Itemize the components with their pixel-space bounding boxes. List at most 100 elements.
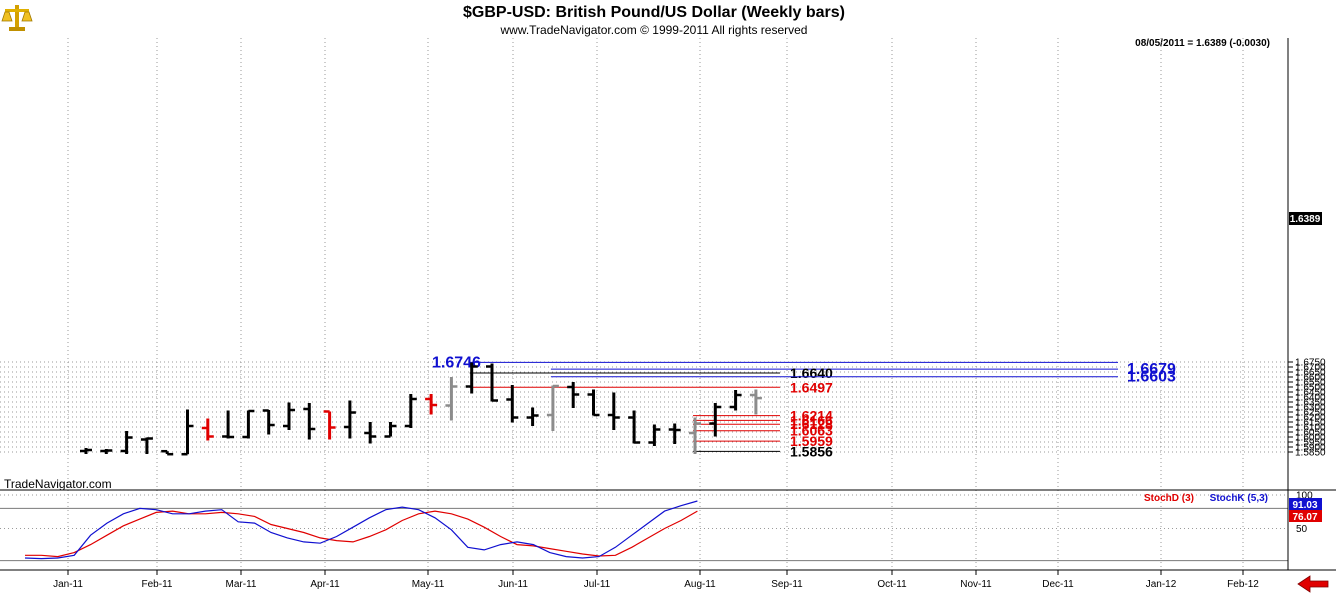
ohlc-bar xyxy=(100,449,113,454)
ohlc-bar xyxy=(222,410,235,439)
price-level-label: 1.6746 xyxy=(432,354,481,371)
ohlc-bar xyxy=(80,448,92,454)
gold-balance-scale-icon xyxy=(1,5,33,31)
ohlc-bar xyxy=(425,394,438,415)
red-left-arrow-icon[interactable] xyxy=(1297,575,1329,593)
price-axis: 1.58501.59001.59501.60001.60501.61001.61… xyxy=(1288,358,1326,459)
ohlc-bar xyxy=(404,394,417,428)
price-level-label: 1.6214 xyxy=(790,408,833,424)
stoch-tick-label: 50 xyxy=(1296,524,1308,535)
ohlc-bar xyxy=(749,389,762,415)
y-tick-label: 1.6200 xyxy=(1295,413,1326,424)
y-tick-label: 1.5850 xyxy=(1295,448,1326,459)
ohlc-bar xyxy=(323,410,336,440)
stochk-line xyxy=(24,500,698,560)
price-level-label: 1.6679 xyxy=(1127,361,1176,378)
price-level-label: 1.6128 xyxy=(790,416,833,432)
stochastic-axis: 100 50 xyxy=(1296,491,1313,536)
price-level-label: 1.6166 xyxy=(790,412,833,428)
stochk-value-tag xyxy=(1289,498,1322,510)
price-level-label: 1.6497 xyxy=(790,379,833,395)
x-tick-label: Dec-11 xyxy=(1042,579,1074,590)
price-bars xyxy=(80,362,762,456)
y-tick-label: 1.6700 xyxy=(1295,363,1326,374)
ohlc-bar xyxy=(668,423,681,444)
ohlc-bar xyxy=(689,417,701,454)
ohlc-bar xyxy=(283,402,295,430)
legend-stochd: StochD (3) xyxy=(1144,493,1194,504)
ohlc-bar xyxy=(140,437,153,454)
ohlc-bar xyxy=(648,424,661,446)
y-tick-label: 1.6500 xyxy=(1295,383,1326,394)
copyright-text: www.TradeNavigator.com © 1999-2011 All r… xyxy=(500,23,808,37)
legend-stochk: StochK (5,3) xyxy=(1210,493,1268,504)
watermark-text: TradeNavigator.com xyxy=(4,477,112,491)
ohlc-bar xyxy=(242,409,255,439)
price-level-label: 1.6063 xyxy=(790,423,833,439)
ohlc-bar xyxy=(709,403,722,437)
ohlc-bar xyxy=(506,385,519,423)
y-tick-label: 1.6300 xyxy=(1295,403,1326,414)
x-tick-label: Oct-11 xyxy=(877,579,907,590)
stochk-value: 91.03 xyxy=(1292,500,1317,511)
ohlc-bar xyxy=(526,407,539,426)
ohlc-bar xyxy=(262,409,275,435)
x-tick-label: Jan-12 xyxy=(1146,579,1177,590)
y-tick-label: 1.5900 xyxy=(1295,443,1326,454)
x-tick-label: Jan-11 xyxy=(53,579,83,590)
x-tick-label: Sep-11 xyxy=(771,579,803,590)
ohlc-bar xyxy=(161,449,174,456)
ohlc-bar xyxy=(729,390,742,411)
x-tick-label: May-11 xyxy=(412,579,445,590)
ohlc-bar xyxy=(546,384,559,431)
stochastic-grid xyxy=(0,490,1288,570)
y-tick-label: 1.6600 xyxy=(1295,373,1326,384)
ohlc-bar xyxy=(364,422,377,444)
y-tick-label: 1.5950 xyxy=(1295,438,1326,449)
ohlc-bar xyxy=(486,363,498,402)
ohlc-bar xyxy=(181,409,194,456)
x-tick-label: Jun-11 xyxy=(498,579,528,590)
stochastic-lines xyxy=(24,500,698,560)
y-tick-label: 1.6050 xyxy=(1295,428,1326,439)
ohlc-bar xyxy=(343,400,356,439)
price-level-label: 1.5856 xyxy=(790,443,833,459)
y-tick-label: 1.6750 xyxy=(1295,358,1326,369)
x-tick-label: Feb-12 xyxy=(1227,579,1259,590)
x-tick-label: Aug-11 xyxy=(684,579,716,590)
price-grid xyxy=(0,38,1288,490)
ohlc-bar xyxy=(587,389,600,417)
stoch-tick-label: 100 xyxy=(1296,491,1313,502)
x-tick-label: Mar-11 xyxy=(226,579,257,590)
x-tick-label: Apr-11 xyxy=(310,579,340,590)
ohlc-bar xyxy=(567,382,580,408)
y-tick-label: 1.6450 xyxy=(1295,388,1326,399)
last-price-label: 1.6389 xyxy=(1290,214,1321,225)
x-tick-label: Jul-11 xyxy=(584,579,611,590)
ohlc-bar xyxy=(628,410,641,444)
y-tick-label: 1.6650 xyxy=(1295,368,1326,379)
time-axis: Jan-11 Feb-11 Mar-11 Apr-11 May-11 Jun-11 Jul-… xyxy=(53,570,1259,590)
price-level-label: 1.5959 xyxy=(790,433,833,449)
x-tick-label: Feb-11 xyxy=(142,579,173,590)
x-tick-label: Nov-11 xyxy=(960,579,992,590)
y-tick-label: 1.6100 xyxy=(1295,423,1326,434)
ohlc-bar xyxy=(303,403,316,440)
ohlc-bar xyxy=(384,422,397,438)
ohlc-bar xyxy=(120,431,133,454)
ohlc-bar xyxy=(607,392,620,430)
chart-title: $GBP-USD: British Pound/US Dollar (Weekl… xyxy=(463,4,845,21)
last-price-tag xyxy=(1289,212,1322,225)
stochd-line xyxy=(25,510,698,558)
stochd-value: 76.07 xyxy=(1292,512,1317,523)
ohlc-bar xyxy=(465,362,478,394)
y-tick-label: 1.6400 xyxy=(1295,393,1326,404)
y-tick-label: 1.6350 xyxy=(1295,398,1326,409)
stochd-value-tag xyxy=(1289,510,1322,522)
y-tick-label: 1.6550 xyxy=(1295,378,1326,389)
ohlc-bar xyxy=(445,377,458,421)
y-tick-label: 1.6150 xyxy=(1295,418,1326,429)
ohlc-bar xyxy=(201,418,214,441)
